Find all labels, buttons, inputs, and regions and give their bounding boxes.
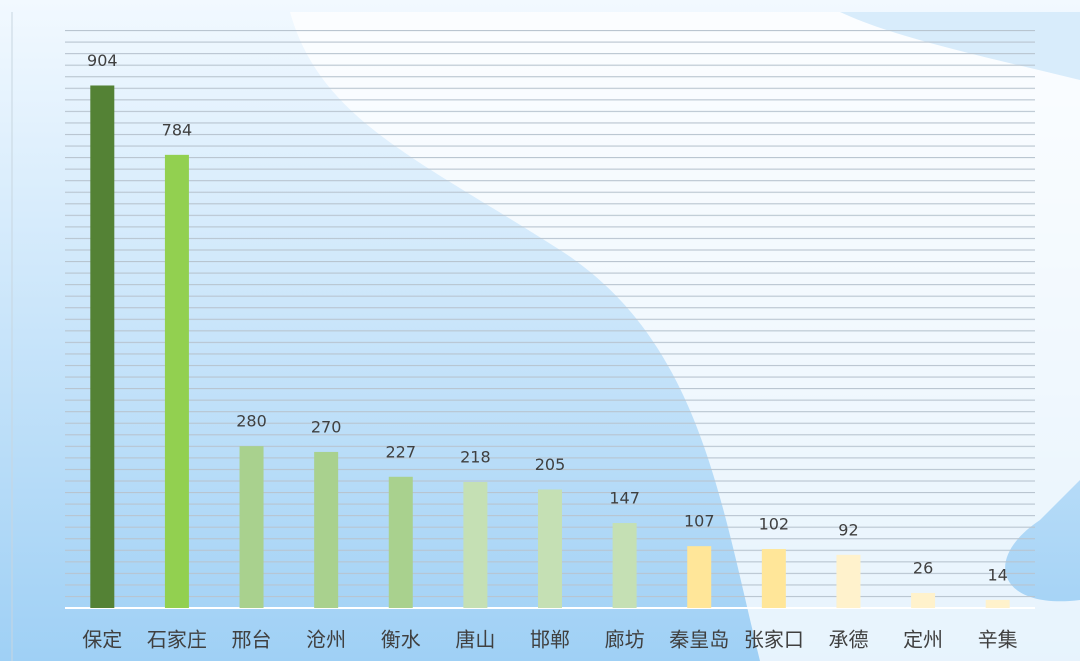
x-tick-label: 唐山 (455, 628, 495, 652)
x-tick-label: 保定 (82, 628, 122, 652)
x-tick-label: 衡水 (381, 628, 421, 652)
bar (538, 489, 562, 608)
bar (314, 451, 339, 608)
value-label: 904 (87, 51, 118, 70)
bar (911, 592, 936, 608)
value-label: 280 (236, 412, 267, 431)
value-label: 147 (609, 489, 640, 508)
bar (90, 85, 115, 609)
value-label: 92 (838, 520, 858, 539)
bar (761, 549, 786, 608)
bar (388, 476, 413, 608)
bar (612, 523, 637, 608)
x-tick-label: 承德 (828, 628, 868, 652)
x-tick-label: 张家口 (744, 628, 804, 652)
bar (687, 546, 712, 608)
x-tick-label: 廊坊 (605, 628, 645, 652)
bar (239, 446, 264, 608)
x-tick-label: 邯郸 (530, 628, 570, 652)
value-label: 784 (162, 120, 193, 139)
bar (463, 481, 488, 608)
x-tick-label: 沧州 (306, 628, 346, 652)
bar (985, 599, 1010, 608)
value-label: 102 (759, 515, 790, 534)
x-tick-label: 邢台 (232, 628, 272, 652)
value-label: 26 (913, 558, 933, 577)
value-label: 107 (684, 512, 715, 531)
bar (164, 154, 189, 608)
bar (836, 554, 861, 608)
x-tick-label: 秦皇岛 (669, 628, 729, 652)
x-tick-label: 定州 (903, 628, 943, 652)
value-label: 270 (311, 417, 342, 436)
x-tick-label: 石家庄 (147, 628, 207, 652)
value-label: 227 (385, 442, 416, 461)
value-label: 205 (535, 455, 566, 474)
value-label: 14 (988, 565, 1008, 584)
value-label: 218 (460, 447, 491, 466)
x-tick-label: 辛集 (978, 628, 1018, 652)
